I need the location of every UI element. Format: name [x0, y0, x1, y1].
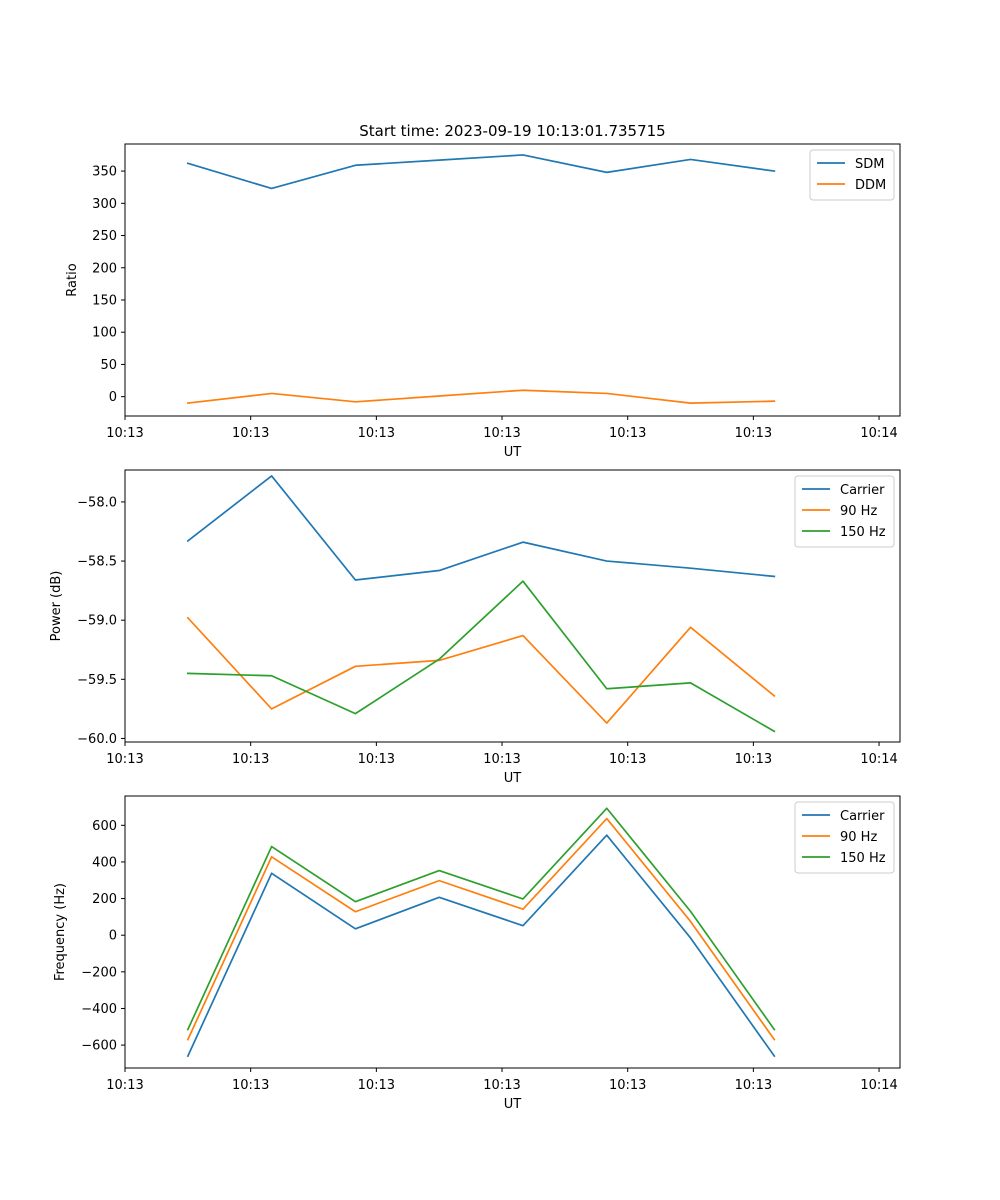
chart-panels: 10:13 10:13 10:13 10:13 10:13 10:13 10:14 0 50 10…	[49, 143, 901, 1112]
x-axis-label: UT	[504, 445, 522, 460]
x-tick-label: 10:13	[735, 1078, 772, 1093]
legend-label: 150 Hz	[840, 851, 886, 866]
series-line-carrier	[186, 834, 776, 1058]
legend: Carrier 90 Hz 150 Hz	[794, 475, 895, 548]
y-tick-label: 200	[92, 892, 117, 907]
legend-label: 150 Hz	[840, 525, 886, 540]
y-tick-label: −600	[81, 1039, 117, 1054]
axes-frame	[124, 795, 901, 1069]
x-tick-label: 10:13	[735, 752, 772, 767]
y-tick-label: 0	[109, 390, 117, 405]
x-tick-label: 10:13	[358, 752, 395, 767]
y-tick-label: −200	[81, 965, 117, 980]
legend: SDM DDM	[809, 149, 895, 201]
y-tick-label: −400	[81, 1002, 117, 1017]
x-tick-label: 10:13	[483, 1078, 520, 1093]
y-tick-label: 50	[100, 358, 117, 373]
legend-label: DDM	[855, 178, 886, 193]
legend-box	[794, 801, 895, 874]
x-axis-label: UT	[504, 1097, 522, 1112]
series-line-carrier	[186, 475, 776, 581]
series-line-sdm	[186, 154, 776, 190]
y-tick-label: 600	[92, 819, 117, 834]
x-axis-label: UT	[504, 771, 522, 786]
x-tick-label: 10:13	[358, 1078, 395, 1093]
legend-label: 90 Hz	[840, 504, 877, 519]
x-tick-label: 10:14	[860, 1078, 897, 1093]
x-tick-label: 10:13	[358, 426, 395, 441]
x-tick-label: 10:13	[232, 752, 269, 767]
figure-title: Start time: 2023-09-19 10:13:01.735715	[359, 122, 665, 140]
x-tick-label: 10:13	[735, 426, 772, 441]
x-tick-label: 10:13	[483, 426, 520, 441]
x-tick-label: 10:14	[860, 752, 897, 767]
series-line-150-hz	[186, 807, 776, 1031]
y-tick-label: 200	[92, 261, 117, 276]
x-tick-label: 10:13	[232, 1078, 269, 1093]
series-line-150-hz	[186, 580, 776, 733]
x-tick-label: 10:13	[106, 1078, 143, 1093]
legend-label: Carrier	[840, 483, 885, 498]
y-tick-label: 300	[92, 197, 117, 212]
y-tick-label: 250	[92, 229, 117, 244]
axes-frame	[124, 469, 901, 743]
y-tick-label: 100	[92, 326, 117, 341]
x-tick-label: 10:14	[860, 426, 897, 441]
x-tick-label: 10:13	[106, 426, 143, 441]
legend: Carrier 90 Hz 150 Hz	[794, 801, 895, 874]
chart-panel-3: 10:13 10:13 10:13 10:13 10:13 10:13 10:14 −600 −…	[53, 795, 901, 1112]
x-tick-label: 10:13	[609, 426, 646, 441]
y-tick-label: 150	[92, 293, 117, 308]
series-line-90-hz	[186, 817, 776, 1041]
chart-panel-1: 10:13 10:13 10:13 10:13 10:13 10:13 10:14 0 50 10…	[65, 143, 901, 460]
axes-frame	[124, 143, 901, 417]
x-tick-label: 10:13	[232, 426, 269, 441]
y-axis-label: Power (dB)	[49, 571, 64, 642]
y-tick-label: −59.0	[77, 614, 117, 629]
y-tick-label: −59.5	[77, 673, 117, 688]
series-line-90-hz	[186, 616, 776, 724]
y-tick-label: −58.0	[77, 495, 117, 510]
y-axis-label: Ratio	[65, 263, 80, 296]
x-tick-label: 10:13	[106, 752, 143, 767]
x-tick-label: 10:13	[483, 752, 520, 767]
series-line-ddm	[186, 389, 776, 405]
x-tick-label: 10:13	[609, 752, 646, 767]
x-tick-label: 10:13	[609, 1078, 646, 1093]
y-tick-label: −60.0	[77, 732, 117, 747]
legend-box	[794, 475, 895, 548]
legend-label: 90 Hz	[840, 830, 877, 845]
y-axis-label: Frequency (Hz)	[53, 883, 68, 981]
legend-label: SDM	[855, 157, 884, 172]
y-tick-label: −58.5	[77, 555, 117, 570]
y-tick-label: 350	[92, 165, 117, 180]
y-tick-label: 0	[109, 929, 117, 944]
chart-panel-2: 10:13 10:13 10:13 10:13 10:13 10:13 10:14 −60.0…	[49, 469, 901, 786]
legend-label: Carrier	[840, 809, 885, 824]
y-tick-label: 400	[92, 855, 117, 870]
